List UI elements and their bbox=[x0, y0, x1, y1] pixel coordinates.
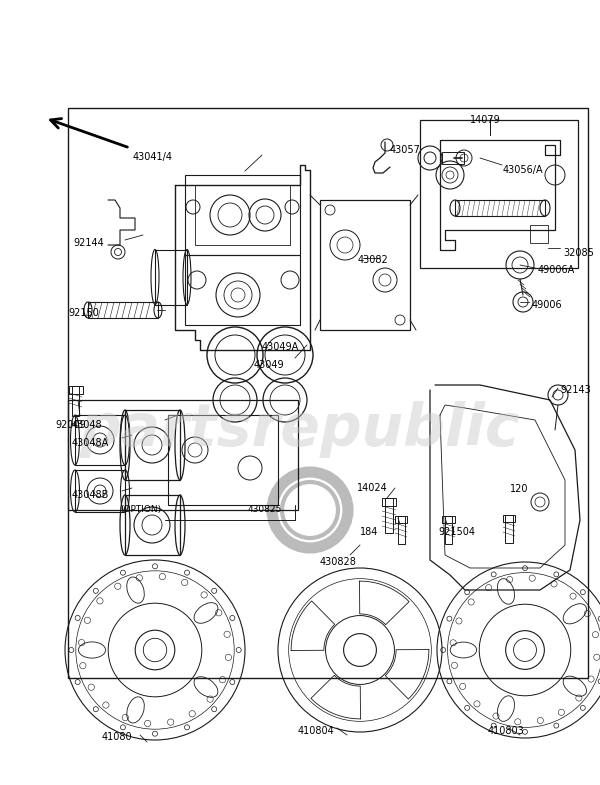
Text: 410804: 410804 bbox=[298, 726, 335, 736]
Text: 14024: 14024 bbox=[357, 483, 388, 493]
Text: 43041/4: 43041/4 bbox=[133, 152, 173, 162]
Text: 32085: 32085 bbox=[563, 248, 594, 258]
Bar bbox=[503, 515, 515, 522]
Bar bbox=[320, 200, 410, 330]
Bar bbox=[185, 175, 300, 255]
Bar bbox=[88, 302, 158, 318]
Text: 92150: 92150 bbox=[68, 308, 99, 318]
Bar bbox=[420, 120, 578, 268]
Text: 184: 184 bbox=[360, 527, 379, 537]
Bar bbox=[195, 185, 290, 245]
Text: 921504: 921504 bbox=[438, 527, 475, 537]
Bar bbox=[68, 400, 298, 510]
Bar bbox=[385, 498, 393, 533]
Bar bbox=[75, 470, 125, 512]
Text: 92144: 92144 bbox=[73, 238, 104, 248]
Bar bbox=[398, 516, 405, 544]
Text: 43049A: 43049A bbox=[262, 342, 299, 352]
Text: 410803: 410803 bbox=[488, 726, 525, 736]
Bar bbox=[395, 516, 407, 523]
Bar bbox=[382, 498, 396, 506]
Bar bbox=[445, 516, 452, 544]
Text: (OPTION): (OPTION) bbox=[120, 505, 161, 514]
Bar bbox=[125, 410, 180, 480]
Text: 49006A: 49006A bbox=[538, 265, 575, 275]
Text: 41080: 41080 bbox=[102, 732, 133, 742]
Bar bbox=[442, 516, 455, 523]
Bar bbox=[68, 108, 588, 678]
Bar bbox=[185, 255, 300, 325]
Bar bbox=[455, 200, 545, 216]
Text: 43048B: 43048B bbox=[72, 490, 109, 500]
Bar bbox=[125, 495, 180, 555]
Text: 430828: 430828 bbox=[320, 557, 357, 567]
Bar bbox=[168, 415, 278, 505]
Bar bbox=[530, 225, 548, 243]
Text: 92143: 92143 bbox=[560, 385, 591, 395]
Text: 43056/A: 43056/A bbox=[503, 165, 544, 175]
Text: 430825: 430825 bbox=[248, 505, 282, 514]
Bar bbox=[72, 386, 79, 416]
Text: 43082: 43082 bbox=[358, 255, 389, 265]
Text: 43048A: 43048A bbox=[72, 438, 109, 448]
Text: 43048: 43048 bbox=[72, 420, 103, 430]
Bar bbox=[442, 152, 464, 164]
Bar bbox=[69, 386, 83, 394]
Text: 49006: 49006 bbox=[532, 300, 563, 310]
Text: 43049: 43049 bbox=[254, 360, 284, 370]
Text: 92009: 92009 bbox=[55, 420, 86, 430]
Text: partsrepublic: partsrepublic bbox=[80, 401, 520, 458]
Text: 120: 120 bbox=[510, 484, 529, 494]
Bar bbox=[505, 515, 513, 543]
Bar bbox=[155, 250, 187, 305]
Bar bbox=[75, 415, 125, 465]
Text: 14079: 14079 bbox=[470, 115, 500, 125]
Text: 43057: 43057 bbox=[390, 145, 421, 155]
